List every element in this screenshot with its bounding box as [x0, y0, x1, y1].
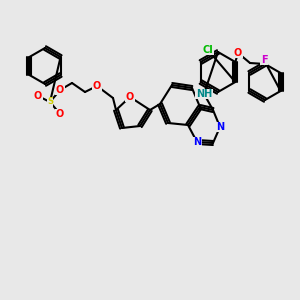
Text: O: O [126, 92, 134, 102]
Text: Cl: Cl [202, 45, 213, 55]
Text: N: N [193, 137, 201, 147]
Text: O: O [234, 48, 242, 58]
Text: NH: NH [196, 89, 212, 99]
Text: N: N [216, 122, 224, 132]
Text: O: O [56, 85, 64, 95]
Text: O: O [34, 91, 42, 101]
Text: O: O [93, 81, 101, 91]
Text: O: O [56, 109, 64, 119]
Text: S: S [47, 98, 53, 106]
Text: F: F [261, 55, 267, 65]
